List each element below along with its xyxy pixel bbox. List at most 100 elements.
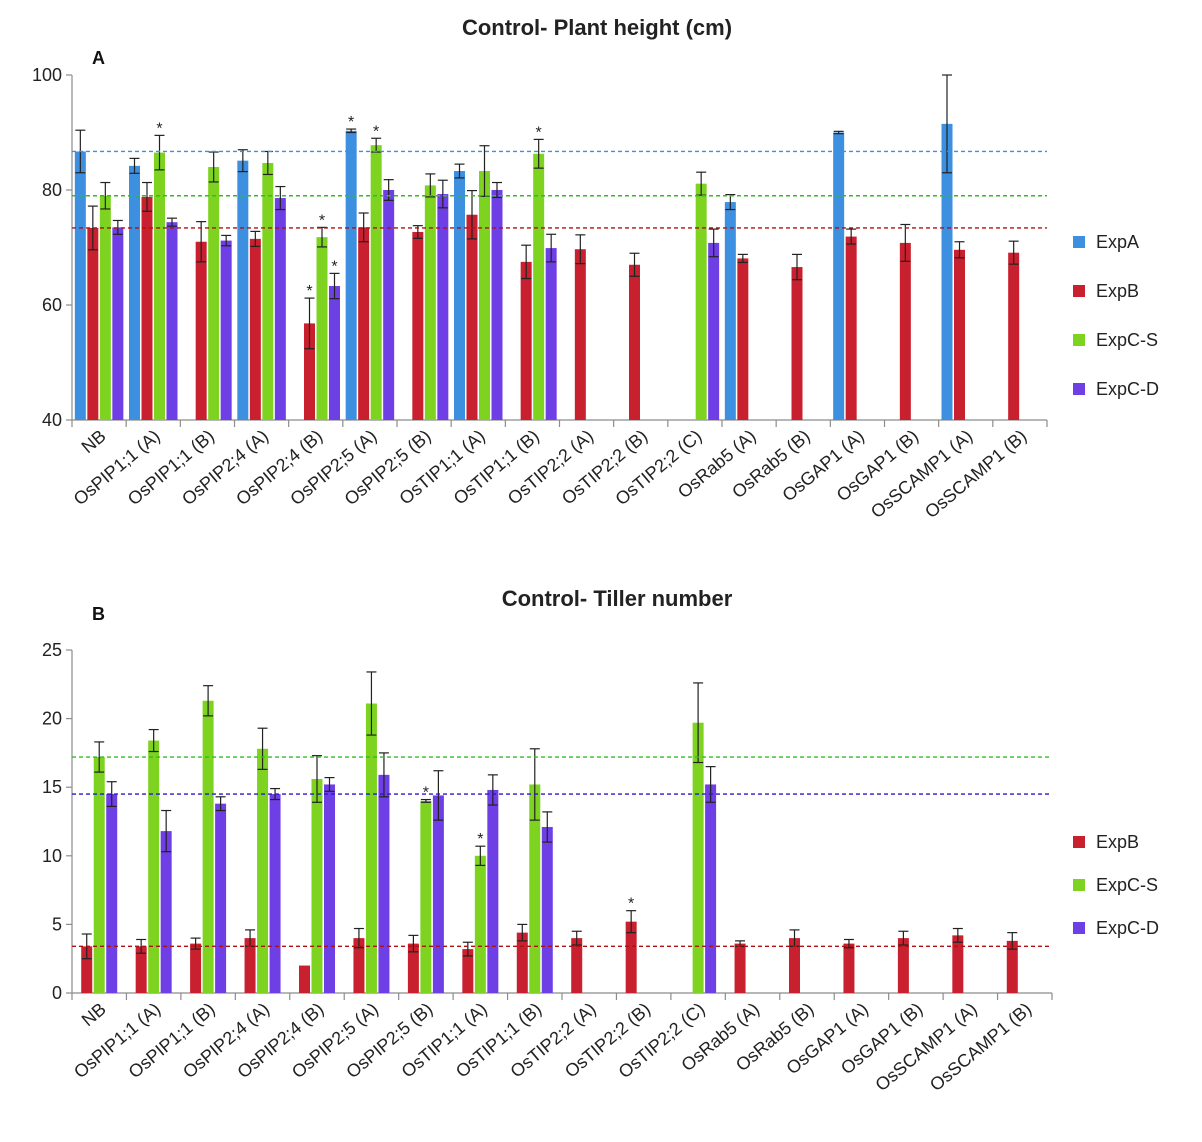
bar (899, 242, 911, 420)
legend-swatch (1073, 285, 1085, 297)
bar (249, 238, 261, 420)
bar (734, 943, 746, 993)
bar (358, 227, 370, 420)
bar (274, 198, 286, 420)
bar (424, 185, 436, 420)
bar (370, 145, 382, 420)
bar (166, 222, 178, 420)
legend-swatch (1073, 334, 1085, 346)
bar (154, 152, 165, 420)
bar (160, 831, 172, 993)
bar (954, 249, 965, 420)
bar (215, 803, 227, 993)
bar (1008, 252, 1020, 420)
bar (106, 794, 118, 993)
y-tick-label: 60 (42, 295, 62, 315)
significance-mark: * (156, 120, 162, 137)
bar (262, 162, 274, 420)
bar (695, 183, 707, 420)
bar (190, 943, 202, 993)
bar (299, 965, 310, 993)
bar (737, 258, 749, 420)
significance-mark: * (331, 258, 337, 275)
bar (129, 165, 140, 420)
bar (237, 160, 249, 421)
bar (724, 202, 736, 420)
bar (692, 722, 704, 993)
y-tick-label: 5 (52, 914, 62, 934)
legend-label: ExpC-D (1096, 379, 1159, 399)
legend-swatch (1073, 922, 1085, 934)
y-tick-label: 80 (42, 180, 62, 200)
legend-swatch (1073, 836, 1085, 848)
bar (432, 795, 444, 993)
bar (407, 943, 419, 993)
y-tick-label: 100 (32, 65, 62, 85)
bar (135, 946, 147, 993)
chart-title: Control- Plant height (cm) (462, 15, 732, 40)
bar (93, 757, 105, 993)
bar (545, 248, 557, 420)
bar (574, 249, 586, 420)
legend-label: ExpA (1096, 232, 1139, 252)
legend-label: ExpC-D (1096, 918, 1159, 938)
bar (420, 800, 432, 993)
bar (412, 231, 424, 420)
bar (87, 227, 99, 420)
bar (81, 946, 93, 993)
bar (378, 774, 390, 993)
x-tick-label: OsSCAMP1 (B) (921, 426, 1030, 522)
bar (462, 949, 474, 993)
legend-swatch (1073, 236, 1085, 248)
bar (625, 921, 637, 993)
bar (705, 784, 717, 993)
x-tick-label: NB (78, 999, 110, 1030)
bar (316, 237, 328, 420)
significance-mark: * (477, 831, 483, 848)
legend-label: ExpB (1096, 281, 1139, 301)
legend-swatch (1073, 383, 1085, 395)
bar (208, 167, 220, 420)
significance-mark: * (306, 283, 312, 300)
bar (516, 932, 528, 993)
legend-swatch (1073, 879, 1085, 891)
bar (74, 151, 86, 420)
y-tick-label: 40 (42, 410, 62, 430)
bar (202, 700, 214, 993)
bar (148, 740, 160, 993)
bar (845, 236, 857, 420)
bar (365, 703, 377, 993)
bar (454, 171, 465, 420)
bar (353, 938, 365, 993)
bar (789, 938, 800, 993)
panel-label: B (92, 604, 105, 624)
bar (99, 195, 111, 420)
bar (491, 190, 503, 420)
bar (257, 748, 269, 993)
bar (833, 132, 845, 420)
bar (220, 240, 232, 420)
chart-title: Control- Tiller number (502, 586, 733, 611)
legend-label: ExpC-S (1096, 330, 1158, 350)
y-tick-label: 0 (52, 983, 62, 1003)
y-tick-label: 10 (42, 846, 62, 866)
bar (437, 194, 449, 420)
significance-mark: * (423, 785, 429, 802)
bar (141, 196, 153, 420)
legend-label: ExpC-S (1096, 875, 1158, 895)
bar (324, 784, 335, 993)
bar (112, 227, 124, 420)
x-tick-label: OsSCAMP1 (B) (926, 999, 1035, 1095)
bar (487, 789, 499, 993)
significance-mark: * (348, 114, 354, 131)
bar (479, 171, 490, 420)
bar (244, 938, 256, 993)
bar (843, 943, 855, 993)
bar (520, 261, 532, 420)
bar (791, 267, 803, 420)
bar (541, 826, 553, 993)
bar (474, 855, 486, 993)
bar (533, 153, 545, 420)
bar (629, 264, 640, 420)
